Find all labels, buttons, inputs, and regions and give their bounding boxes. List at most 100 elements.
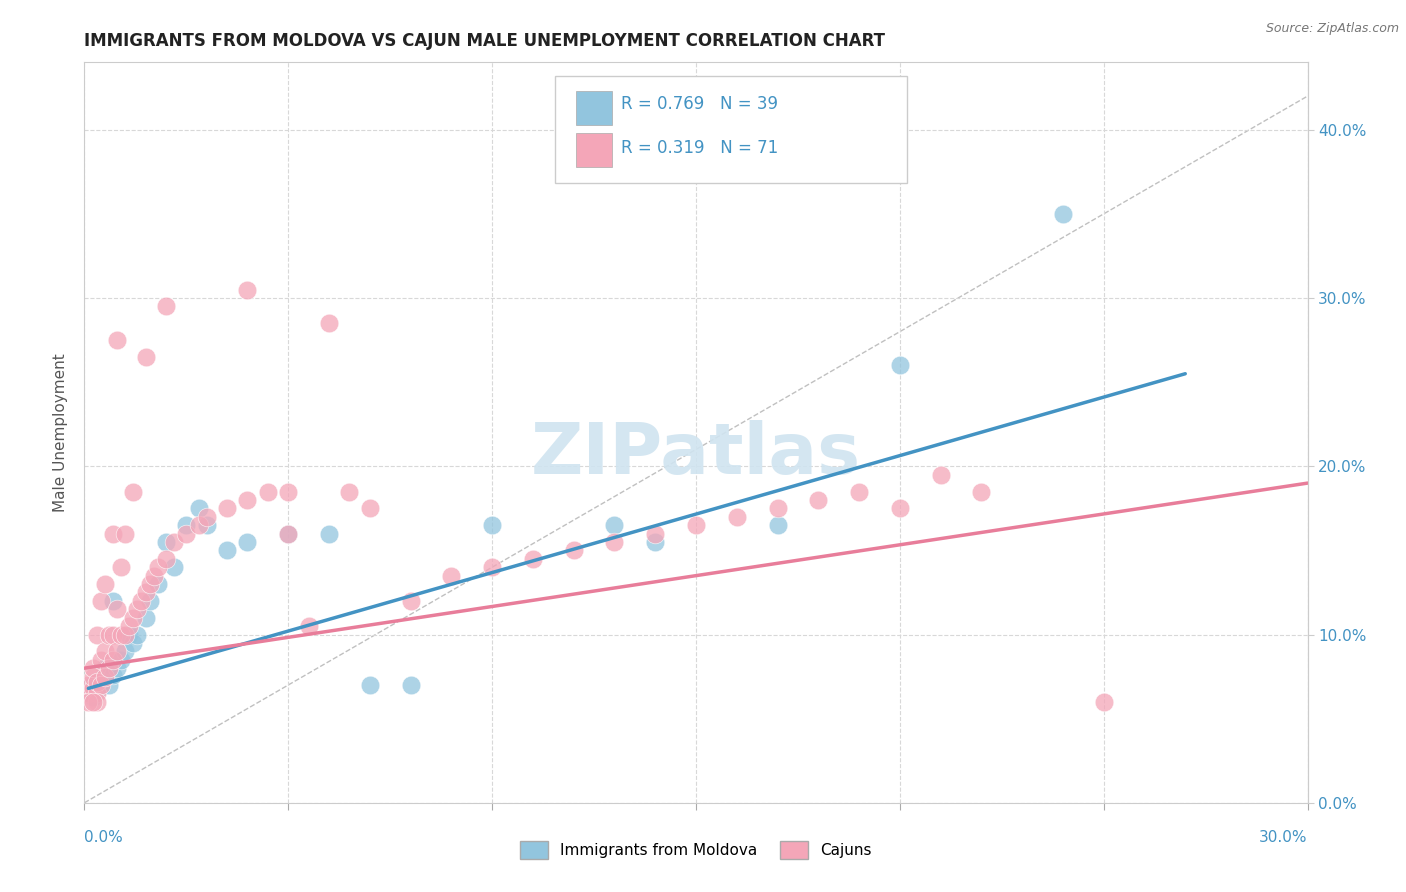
Point [122, 636, 145, 650]
Point [127, 627, 149, 641]
Point [82, 661, 104, 675]
Point [929, 467, 952, 482]
Point [195, 509, 218, 524]
Point [187, 501, 209, 516]
Text: R = 0.769   N = 39: R = 0.769 N = 39 [621, 95, 779, 113]
Point [174, 526, 197, 541]
Point [603, 518, 626, 533]
Point [86, 695, 108, 709]
Point [101, 526, 124, 541]
Point [766, 518, 789, 533]
Point [118, 619, 141, 633]
Point [90, 653, 112, 667]
Point [93, 661, 115, 675]
Point [90, 674, 112, 689]
Point [82, 681, 104, 696]
Point [522, 551, 544, 566]
Point [277, 526, 299, 541]
Point [1092, 695, 1115, 709]
Point [122, 610, 145, 624]
Point [807, 492, 830, 507]
Point [155, 535, 177, 549]
Point [82, 670, 104, 684]
Text: R = 0.319   N = 71: R = 0.319 N = 71 [621, 139, 779, 157]
Point [122, 484, 145, 499]
Point [93, 670, 115, 684]
Point [135, 350, 157, 364]
Point [105, 602, 128, 616]
Point [97, 661, 120, 675]
Point [195, 518, 218, 533]
Point [318, 316, 340, 330]
Point [236, 492, 259, 507]
Point [481, 560, 503, 574]
Text: 0.0%: 0.0% [84, 830, 124, 845]
Point [101, 668, 124, 682]
Point [766, 501, 789, 516]
Point [359, 501, 381, 516]
Point [142, 568, 165, 582]
Point [399, 594, 422, 608]
Point [146, 560, 169, 574]
Point [603, 535, 626, 549]
Point [82, 678, 104, 692]
Point [101, 594, 124, 608]
Point [77, 681, 100, 696]
Text: 30.0%: 30.0% [1260, 830, 1308, 845]
Point [101, 653, 124, 667]
Point [82, 690, 104, 704]
Point [481, 518, 503, 533]
Point [277, 526, 299, 541]
Point [359, 678, 381, 692]
Point [93, 670, 115, 684]
Point [236, 535, 259, 549]
Point [77, 678, 100, 692]
Point [105, 661, 128, 675]
Point [339, 484, 361, 499]
Point [318, 526, 340, 541]
Point [97, 627, 120, 641]
Point [105, 644, 128, 658]
Point [127, 602, 149, 616]
Point [93, 644, 115, 658]
Point [110, 560, 132, 574]
Point [644, 535, 666, 549]
Point [77, 686, 100, 700]
Point [440, 568, 463, 582]
Point [114, 526, 136, 541]
Point [155, 300, 177, 314]
Point [110, 627, 132, 641]
Point [725, 509, 748, 524]
Point [93, 577, 115, 591]
Point [114, 644, 136, 658]
Point [135, 585, 157, 599]
Point [277, 484, 299, 499]
Point [82, 695, 104, 709]
Point [138, 594, 160, 608]
Point [562, 543, 585, 558]
Point [86, 686, 108, 700]
Point [101, 627, 124, 641]
Point [889, 359, 911, 373]
Point [114, 627, 136, 641]
Point [90, 680, 112, 694]
Text: IMMIGRANTS FROM MOLDOVA VS CAJUN MALE UNEMPLOYMENT CORRELATION CHART: IMMIGRANTS FROM MOLDOVA VS CAJUN MALE UN… [84, 32, 886, 50]
Point [889, 501, 911, 516]
Point [90, 678, 112, 692]
Point [298, 619, 321, 633]
Point [685, 518, 707, 533]
Point [399, 678, 422, 692]
Point [86, 683, 108, 698]
Point [105, 333, 128, 347]
Point [155, 551, 177, 566]
Point [135, 610, 157, 624]
Point [86, 676, 108, 690]
Point [97, 678, 120, 692]
Point [848, 484, 870, 499]
Legend: Immigrants from Moldova, Cajuns: Immigrants from Moldova, Cajuns [515, 835, 877, 865]
Point [644, 526, 666, 541]
Point [97, 657, 120, 672]
Point [970, 484, 993, 499]
Text: ZIPatlas: ZIPatlas [531, 420, 860, 490]
Point [118, 627, 141, 641]
